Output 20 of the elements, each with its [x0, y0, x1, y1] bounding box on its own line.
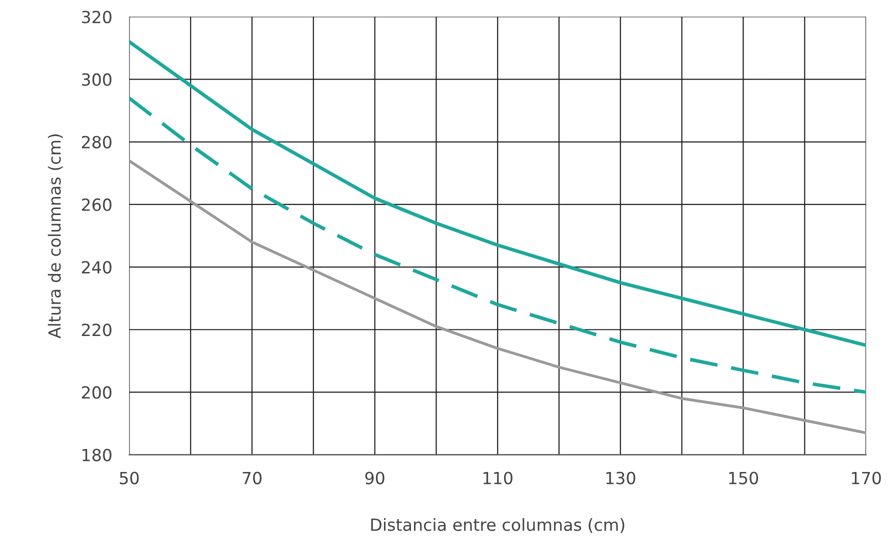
y-tick-label: 280 [82, 136, 112, 148]
x-tick-label: 130 [606, 472, 636, 484]
y-tick-label: 300 [82, 73, 112, 86]
y-tick-label: 180 [82, 448, 112, 462]
x-tick-label: 150 [729, 472, 758, 484]
x-tick-label: 70 [242, 472, 262, 484]
y-axis-title: Altura de columnas (cm) [48, 134, 63, 338]
line-series [129, 96, 866, 394]
y-tick-label: 200 [82, 386, 112, 399]
x-axis-title: Distancia entre columnas (cm) [371, 518, 624, 533]
y-tick-label: 220 [82, 324, 112, 336]
x-tick-label: 90 [365, 472, 384, 484]
x-tick-label: 110 [484, 472, 512, 484]
y-tick-label: 320 [82, 10, 112, 24]
line-series [129, 40, 866, 347]
y-tick-label: 240 [82, 261, 112, 274]
line-series [129, 159, 866, 434]
y-tick-label: 260 [82, 198, 112, 212]
x-tick-label: 50 [120, 472, 139, 484]
x-tick-label: 170 [852, 472, 881, 484]
